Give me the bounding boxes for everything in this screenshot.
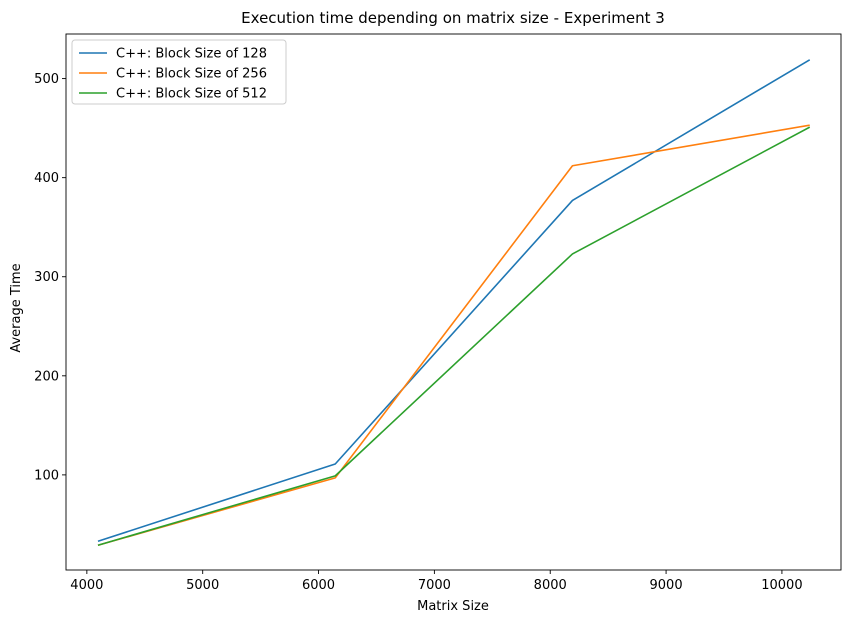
- plot-frame: [65, 33, 842, 571]
- y-tick-label: 400: [34, 171, 59, 186]
- x-axis: 4000 5000 6000 7000 8000 9000 10000: [70, 570, 803, 593]
- legend-label: C++: Block Size of 128: [116, 47, 267, 62]
- y-tick-label: 300: [34, 270, 59, 285]
- x-axis-label: Matrix Size: [417, 599, 489, 614]
- x-tick-label: 8000: [534, 578, 567, 593]
- x-tick-label: 5000: [186, 578, 219, 593]
- legend: C++: Block Size of 128 C++: Block Size of…: [71, 39, 287, 105]
- y-axis: 100 200 300 400 500: [34, 72, 66, 483]
- plot-area: [65, 33, 842, 571]
- y-tick-label: 100: [34, 468, 59, 483]
- x-tick-label: 6000: [302, 578, 335, 593]
- legend-label: C++: Block Size of 256: [116, 67, 267, 82]
- legend-label: C++: Block Size of 512: [116, 87, 267, 102]
- x-tick-label: 10000: [761, 578, 802, 593]
- series-layer: [97, 59, 811, 546]
- y-tick-label: 500: [34, 72, 59, 87]
- x-tick-label: 7000: [418, 578, 451, 593]
- y-tick-label: 200: [34, 369, 59, 384]
- chart-title: Execution time depending on matrix size …: [241, 9, 665, 27]
- series-line-2: [97, 124, 810, 546]
- y-axis-label: Average Time: [9, 263, 24, 352]
- series-line-1: [97, 59, 811, 543]
- x-tick-label: 4000: [70, 578, 103, 593]
- series-line-3: [97, 126, 811, 546]
- x-tick-label: 9000: [650, 578, 683, 593]
- legend-frame: [71, 39, 287, 105]
